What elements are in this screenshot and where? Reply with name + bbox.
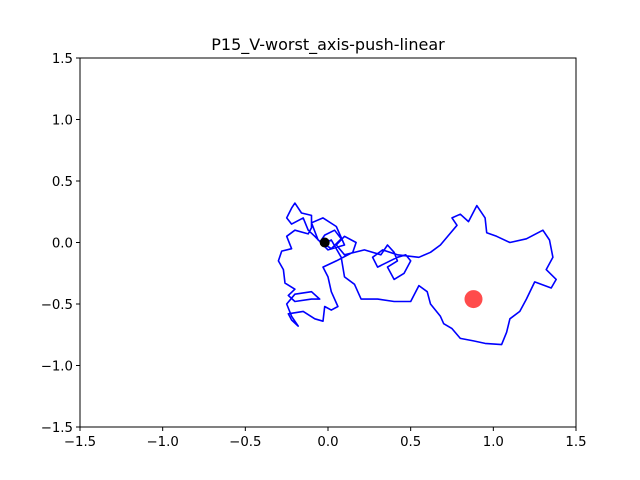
x-tick-label: 0.0 xyxy=(317,435,338,450)
y-tick-label: −1.5 xyxy=(41,421,73,436)
x-tick-label: 1.5 xyxy=(565,435,586,450)
x-tick-label: −1.0 xyxy=(147,435,179,450)
y-tick-label: 0.5 xyxy=(52,175,73,190)
y-tick-label: −0.5 xyxy=(41,298,73,313)
trajectory-line xyxy=(277,202,557,346)
y-tick-label: 0.0 xyxy=(52,237,73,252)
x-tick-label: 1.0 xyxy=(483,435,504,450)
start-marker xyxy=(319,237,330,248)
x-axis: −1.5 −1.0 −0.5 0.0 0.5 1.0 1.5 xyxy=(64,427,587,450)
plot-area xyxy=(277,202,557,346)
x-tick-label: −1.5 xyxy=(64,435,96,450)
x-tick-label: −0.5 xyxy=(229,435,261,450)
y-tick-label: 1.0 xyxy=(52,114,73,129)
y-tick-label: 1.5 xyxy=(52,52,73,67)
goal-marker xyxy=(464,290,483,309)
y-axis: −1.5 −1.0 −0.5 0.0 0.5 1.0 1.5 xyxy=(41,52,80,436)
chart-title: P15_V-worst_axis-push-linear xyxy=(211,35,445,55)
y-tick-label: −1.0 xyxy=(41,360,73,375)
x-tick-label: 0.5 xyxy=(400,435,421,450)
